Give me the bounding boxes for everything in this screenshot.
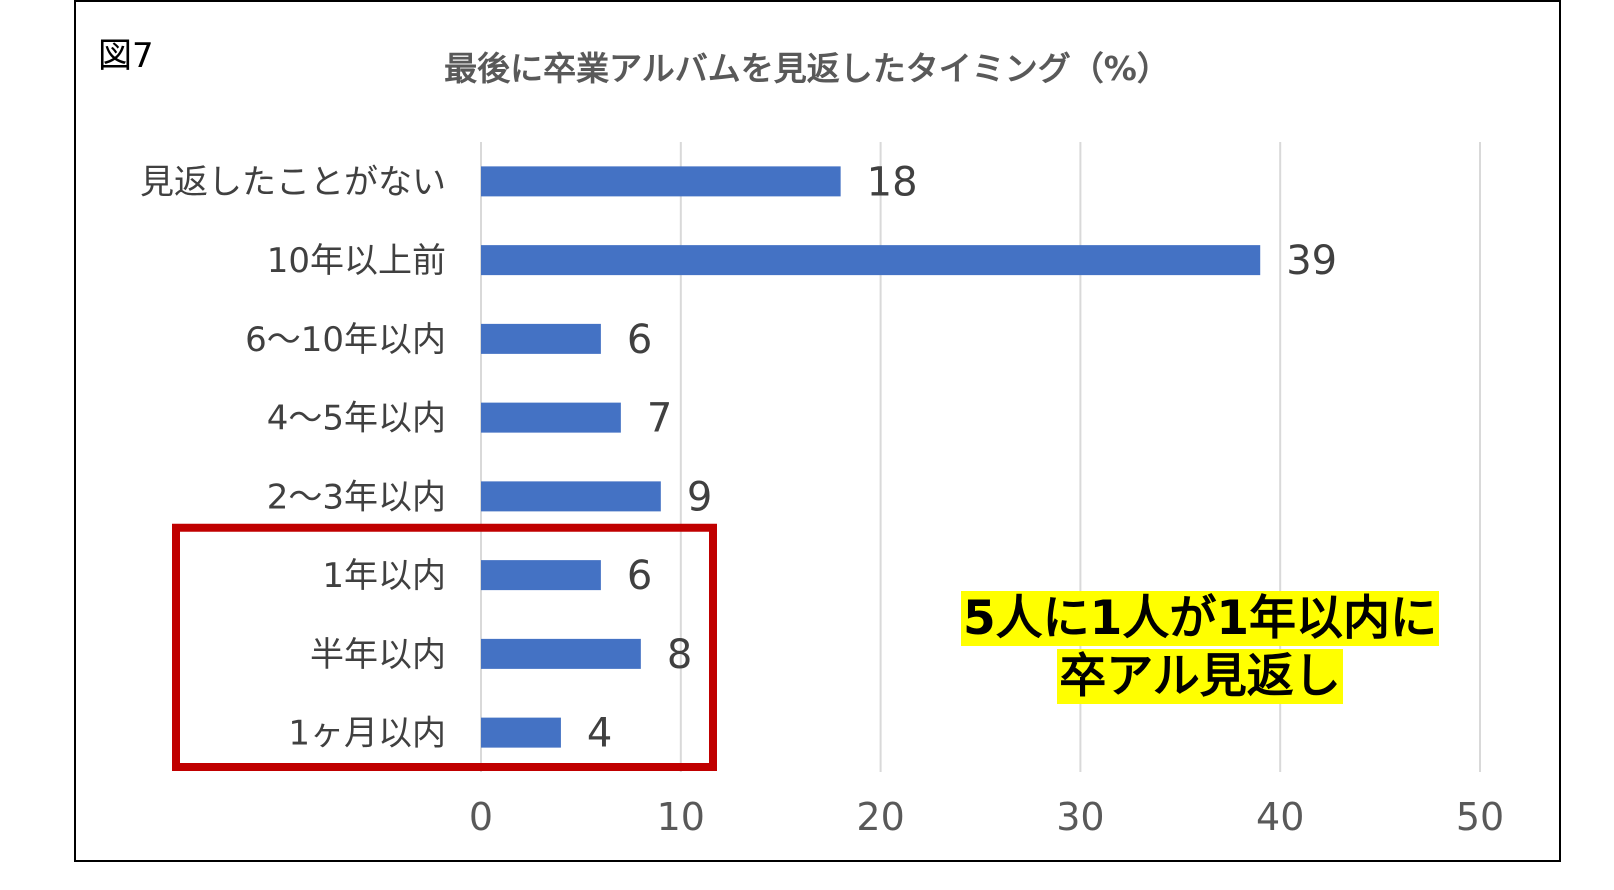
x-tick-label: 50: [1456, 795, 1504, 839]
bar: [481, 402, 621, 433]
value-label: 8: [667, 632, 692, 678]
value-label: 6: [627, 317, 652, 363]
x-tick-label: 10: [657, 795, 705, 839]
bar: [481, 481, 661, 512]
value-label: 18: [867, 159, 918, 205]
value-label: 39: [1286, 238, 1337, 284]
value-label: 9: [687, 474, 712, 520]
x-tick-label: 20: [856, 795, 904, 839]
bar: [481, 717, 561, 748]
figure-label: 図7: [98, 36, 154, 76]
category-label: 見返したことがない: [140, 162, 446, 202]
category-label: 6～10年以内: [245, 320, 446, 360]
category-label: 1ヶ月以内: [288, 714, 446, 754]
annotation-line-2: 卒アル見返し: [1057, 649, 1343, 704]
x-tick-label: 30: [1056, 795, 1104, 839]
value-label: 7: [647, 396, 672, 442]
category-label: 半年以内: [310, 635, 446, 675]
bar: [481, 638, 641, 669]
annotation-callout: 5人に1人が1年以内に 卒アル見返し: [900, 590, 1500, 706]
category-label: 2～3年以内: [267, 477, 446, 517]
bar: [481, 323, 601, 354]
category-label: 10年以上前: [267, 241, 446, 281]
bar: [481, 560, 601, 591]
category-label: 1年以内: [322, 556, 446, 596]
highlight-box: [172, 523, 717, 771]
category-label: 4～5年以内: [267, 399, 446, 439]
x-tick-label: 0: [469, 795, 493, 839]
value-label: 4: [587, 711, 612, 757]
bar: [481, 245, 1261, 276]
x-tick-label: 40: [1256, 795, 1304, 839]
bar: [481, 166, 841, 197]
annotation-line-1: 5人に1人が1年以内に: [960, 591, 1440, 646]
value-label: 6: [627, 553, 652, 599]
chart-title: 最後に卒業アルバムを見返したタイミング（%）: [444, 49, 1170, 88]
chart-frame: [74, 0, 1561, 862]
